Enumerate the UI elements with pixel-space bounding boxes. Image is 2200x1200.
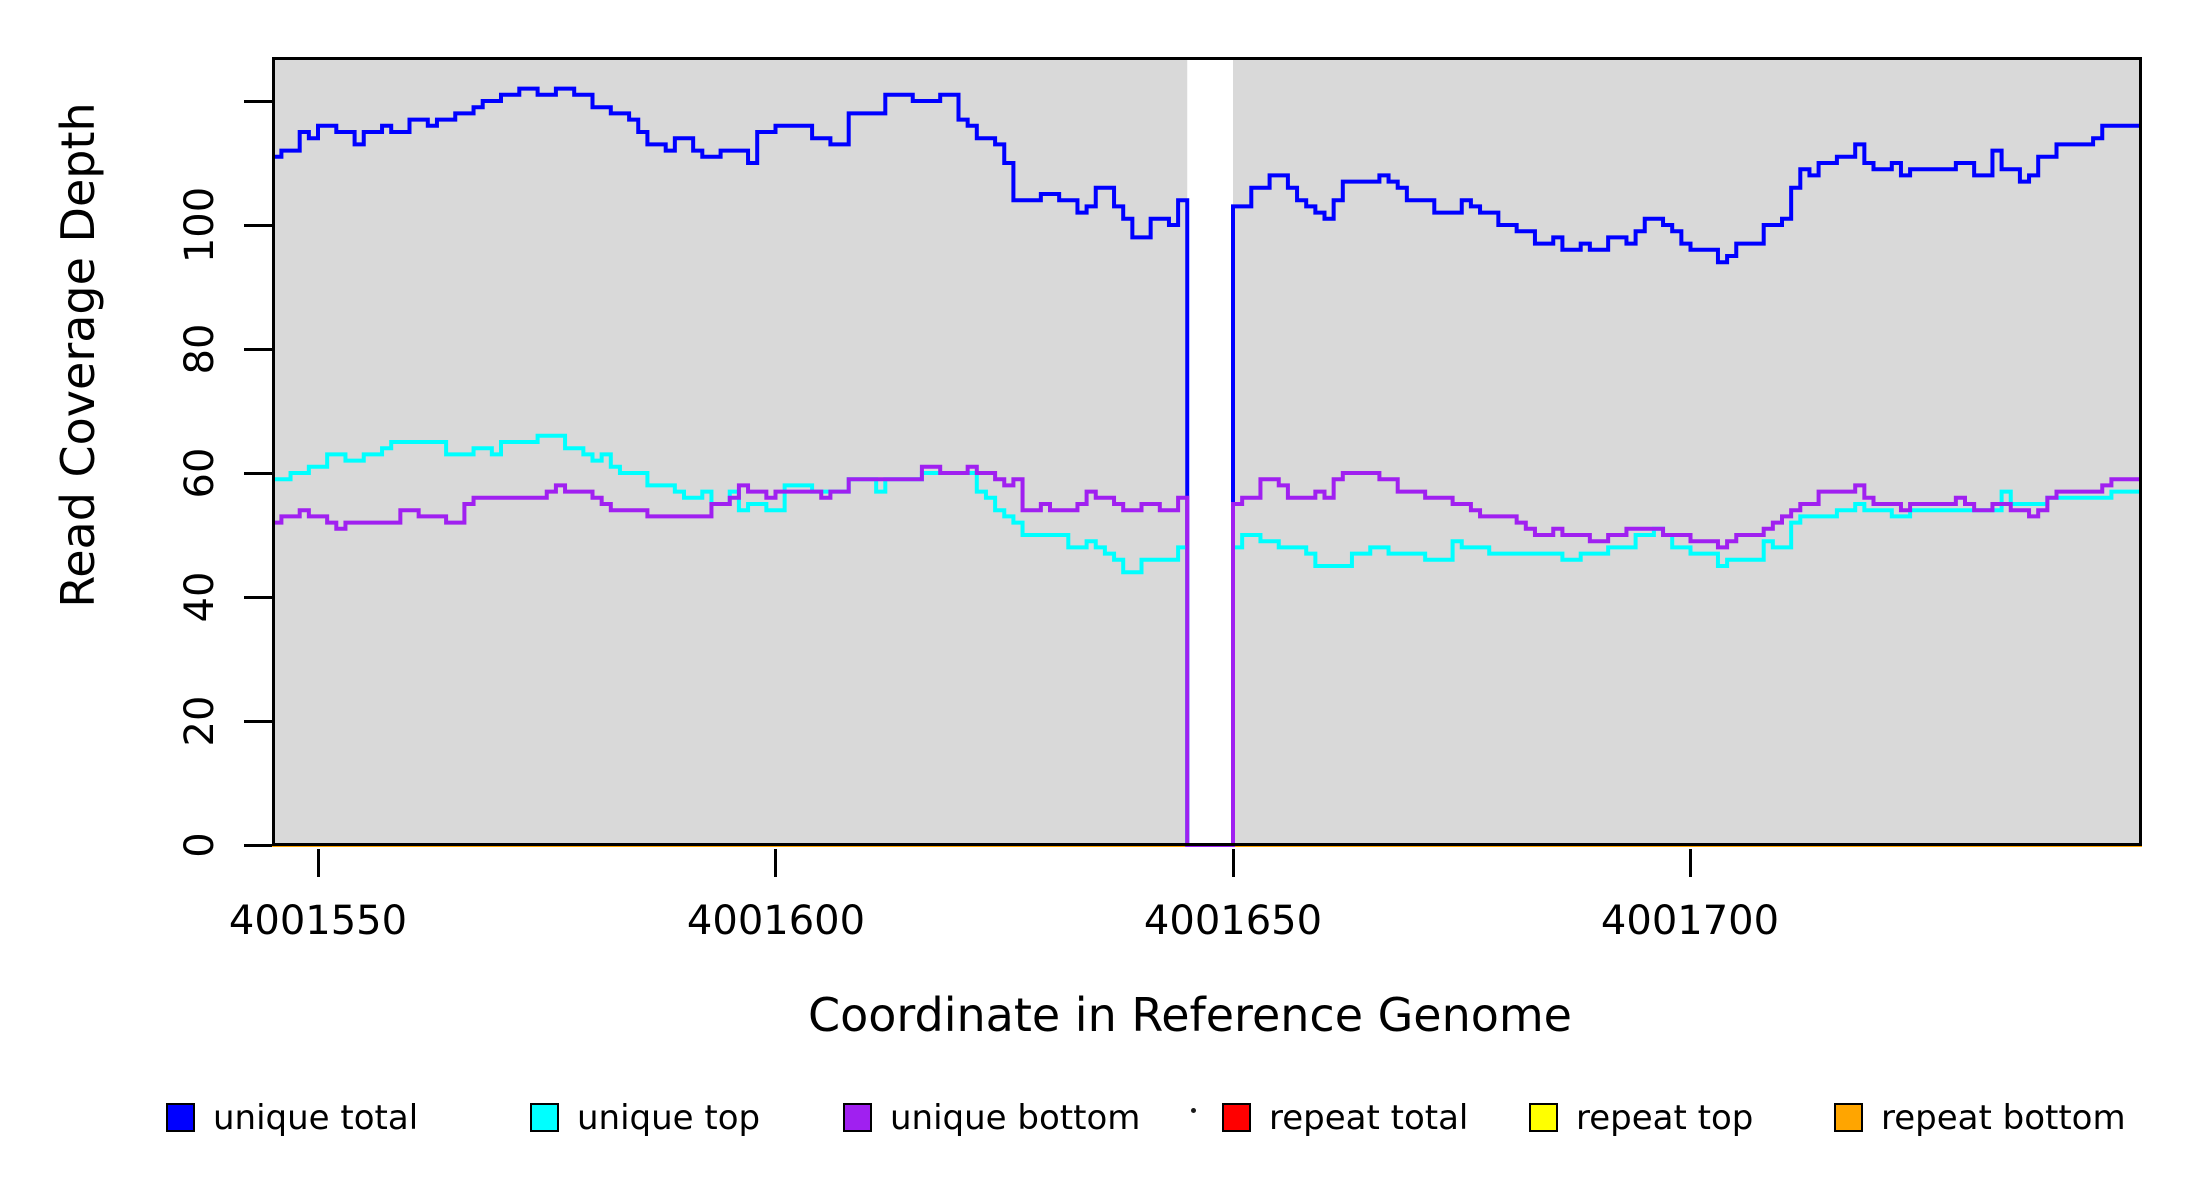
series-line-unique-total — [272, 86, 2142, 847]
x-axis-title: Coordinate in Reference Genome — [808, 988, 1572, 1042]
legend-label: unique total — [213, 1098, 419, 1138]
no-coverage-stripe — [1187, 57, 1233, 846]
y-tick-label: 60 — [177, 447, 223, 499]
y-tick-mark — [244, 224, 272, 227]
y-tick-mark — [244, 720, 272, 723]
legend-label: unique bottom — [890, 1098, 1141, 1138]
x-tick-label: 4001700 — [1600, 898, 1780, 944]
y-tick-label: 0 — [177, 832, 223, 858]
legend-label: unique top — [577, 1098, 761, 1138]
x-tick-label: 4001600 — [686, 898, 866, 944]
x-tick-label: 4001550 — [228, 898, 408, 944]
legend-label: repeat top — [1576, 1098, 1754, 1138]
plot-border — [272, 57, 2142, 846]
unique-total-swatch-icon — [166, 1103, 195, 1132]
repeat-top-swatch-icon — [1529, 1103, 1558, 1132]
y-tick-label: 100 — [177, 186, 223, 264]
stray-dot-artifact — [1191, 1108, 1196, 1113]
legend-label: repeat bottom — [1881, 1098, 2126, 1138]
x-tick-mark — [317, 849, 320, 877]
y-axis-title: Read Coverage Depth — [51, 102, 105, 608]
unique-bottom-swatch-icon — [843, 1103, 872, 1132]
y-tick-mark — [244, 348, 272, 351]
y-tick-label: 80 — [177, 323, 223, 375]
plot-area — [272, 57, 2142, 847]
repeat-bottom-swatch-icon — [1834, 1103, 1863, 1132]
y-tick-mark — [244, 100, 272, 103]
coverage-lines-svg — [272, 57, 2142, 847]
y-tick-label: 20 — [177, 695, 223, 747]
x-tick-mark — [1689, 849, 1692, 877]
repeat-total-swatch-icon — [1222, 1103, 1251, 1132]
y-tick-mark — [244, 596, 272, 599]
legend-label: repeat total — [1269, 1098, 1469, 1138]
y-tick-label: 40 — [177, 571, 223, 623]
y-tick-mark — [244, 472, 272, 475]
y-tick-mark — [244, 844, 272, 847]
series-line-unique-top — [272, 433, 2142, 847]
x-tick-label: 4001650 — [1143, 898, 1323, 944]
x-tick-mark — [774, 849, 777, 877]
x-tick-mark — [1232, 849, 1235, 877]
series-line-unique-bottom — [272, 464, 2142, 847]
unique-top-swatch-icon — [530, 1103, 559, 1132]
